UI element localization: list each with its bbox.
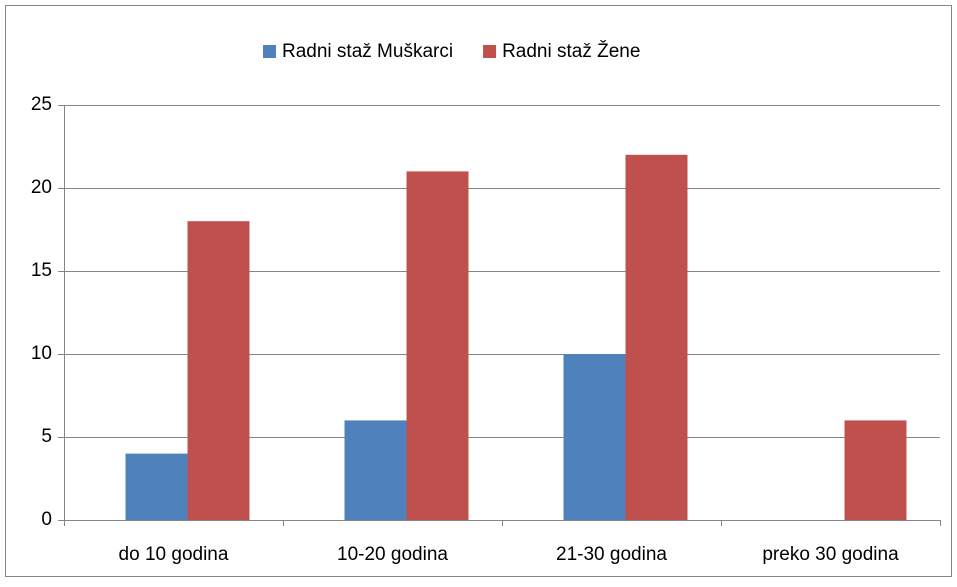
x-tick-label: 21-30 godina	[556, 544, 667, 565]
y-tick-label: 5	[41, 426, 52, 447]
bar	[125, 453, 188, 520]
bar	[625, 154, 688, 521]
bar	[406, 171, 469, 520]
bar	[563, 354, 626, 520]
y-tick-label: 0	[41, 509, 52, 530]
x-tick-label: 10-20 godina	[337, 544, 448, 565]
bar	[187, 221, 250, 520]
legend-label: Radni staž Muškarci	[282, 41, 453, 62]
y-tick-label: 20	[31, 177, 52, 198]
x-tick-label: do 10 godina	[119, 544, 229, 565]
y-tick-label: 15	[31, 260, 52, 281]
bar	[844, 420, 907, 520]
y-tick-label: 10	[31, 343, 52, 364]
legend-swatch	[263, 45, 276, 58]
x-tick-label: preko 30 godina	[762, 544, 899, 565]
y-tick-label: 25	[31, 94, 52, 115]
bar	[344, 420, 407, 520]
legend-swatch	[483, 45, 497, 58]
legend-label: Radni staž Žene	[502, 40, 640, 62]
